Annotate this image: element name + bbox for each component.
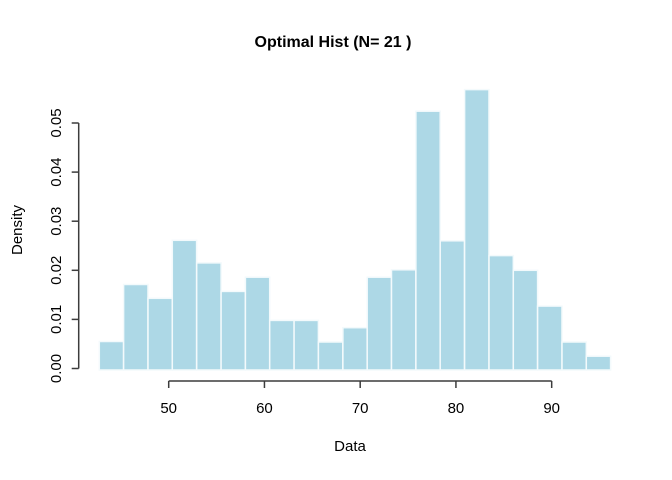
histogram-bar bbox=[268, 319, 295, 371]
histogram-bar bbox=[98, 340, 125, 371]
histogram-bar bbox=[366, 276, 393, 371]
x-axis-label: Data bbox=[334, 438, 366, 455]
histogram-bar bbox=[488, 254, 515, 371]
bars-group bbox=[98, 88, 612, 371]
histogram-bar bbox=[147, 297, 174, 371]
x-tick-label: 60 bbox=[256, 400, 273, 417]
histogram-bar bbox=[244, 276, 271, 371]
histogram-bar bbox=[195, 262, 222, 371]
histogram-bar bbox=[342, 326, 368, 371]
histogram-bar bbox=[512, 269, 539, 371]
histogram-bar bbox=[536, 305, 563, 371]
y-tick-label: 0.05 bbox=[48, 108, 65, 137]
x-tick-label: 70 bbox=[352, 400, 369, 417]
histogram-bar bbox=[439, 240, 466, 371]
x-axis: 50 60 70 80 90 bbox=[160, 380, 560, 417]
y-tick-label: 0.00 bbox=[48, 354, 65, 383]
x-tick-label: 80 bbox=[448, 400, 465, 417]
histogram-bar bbox=[171, 239, 198, 371]
x-tick-label: 90 bbox=[543, 400, 560, 417]
y-axis: 0.00 0.01 0.02 0.03 0.04 0.05 bbox=[48, 108, 80, 383]
histogram-bar bbox=[561, 341, 588, 371]
x-tick-label: 50 bbox=[160, 400, 177, 417]
histogram-bar bbox=[390, 269, 417, 371]
y-tick-label: 0.01 bbox=[48, 305, 65, 334]
histogram-bar bbox=[585, 355, 612, 371]
histogram-bar bbox=[415, 110, 441, 371]
histogram-bar bbox=[220, 290, 247, 371]
y-tick-label: 0.02 bbox=[48, 256, 65, 285]
histogram-bar bbox=[293, 319, 320, 371]
y-tick-label: 0.03 bbox=[48, 207, 65, 236]
chart-title: Optimal Hist (N= 21 ) bbox=[255, 34, 412, 51]
y-tick-label: 0.04 bbox=[48, 157, 65, 186]
y-axis-label: Density bbox=[9, 204, 26, 255]
histogram-bar bbox=[463, 88, 490, 371]
histogram-bar bbox=[317, 341, 344, 371]
histogram-bar bbox=[122, 283, 149, 371]
